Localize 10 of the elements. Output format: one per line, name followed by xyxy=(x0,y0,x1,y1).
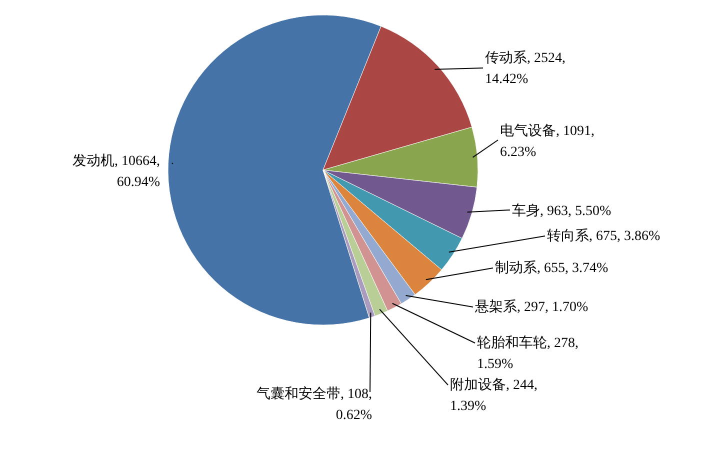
slice-label: 轮胎和车轮, 278, 1.59% xyxy=(477,335,578,372)
slice-label: 发动机, 10664, 60.94% xyxy=(72,153,160,190)
slice-label: 制动系, 655, 3.74% xyxy=(495,260,608,276)
slice-label: 转向系, 675, 3.86% xyxy=(547,228,660,244)
slice-label: 车身, 963, 5.50% xyxy=(512,203,612,219)
slice-label: 传动系, 2524, 14.42% xyxy=(485,50,566,87)
slice-label: 附加设备, 244, 1.39% xyxy=(450,377,538,414)
slice-label: 电气设备, 1091, 6.23% xyxy=(500,123,594,160)
slice-label: 气囊和安全带, 108, 0.62% xyxy=(256,386,372,423)
slice-label: 悬架系, 297, 1.70% xyxy=(474,299,588,315)
